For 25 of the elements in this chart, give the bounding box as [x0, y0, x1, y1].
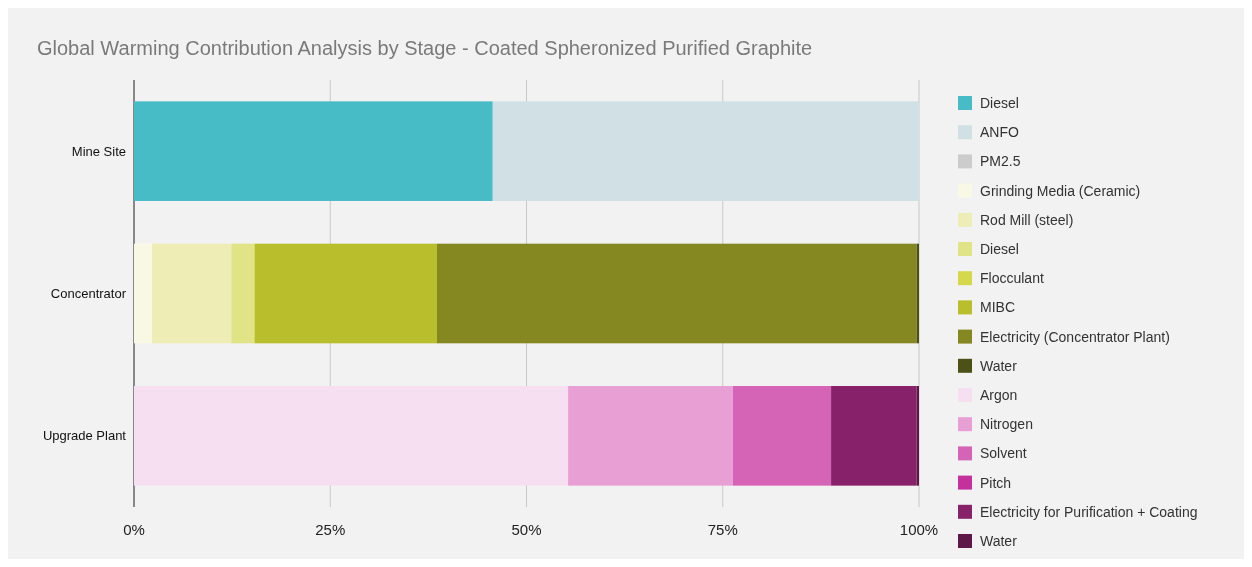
legend-label: Grinding Media (Ceramic)	[980, 182, 1141, 199]
legend-label: Nitrogen	[980, 416, 1033, 433]
legend-label: Electricity (Concentrator Plant)	[980, 328, 1170, 345]
legend-label: Diesel	[980, 240, 1019, 257]
chart-title: Global Warming Contribution Analysis by Stage - Coated Spheronized Purified Graphite	[37, 37, 813, 59]
legend-label: Water	[980, 357, 1018, 374]
legend-label: Solvent	[980, 445, 1027, 462]
x-tick-label: 100%	[899, 521, 939, 538]
x-tick-label: 50%	[511, 521, 542, 538]
legend-label: MIBC	[980, 299, 1015, 316]
legend-label: Flocculant	[980, 270, 1044, 287]
legend-label: Argon	[980, 386, 1018, 403]
legend-label: Electricity for Purification + Coating	[980, 503, 1198, 520]
x-tick-label: 25%	[315, 521, 346, 538]
legend-label: Water	[980, 532, 1018, 549]
y-tick-label: Upgrade Plant	[42, 428, 127, 444]
y-tick-label: Concentrator	[50, 286, 127, 302]
x-tick-label: 0%	[123, 521, 145, 538]
legend-label: PM2.5	[980, 153, 1021, 170]
legend-label: Rod Mill (steel)	[980, 211, 1074, 228]
legend-label: ANFO	[980, 124, 1019, 141]
legend-label: Pitch	[980, 474, 1012, 491]
x-tick-label: 75%	[707, 521, 738, 538]
legend-label: Diesel	[980, 94, 1019, 111]
y-tick-label: Mine Site	[71, 143, 126, 159]
